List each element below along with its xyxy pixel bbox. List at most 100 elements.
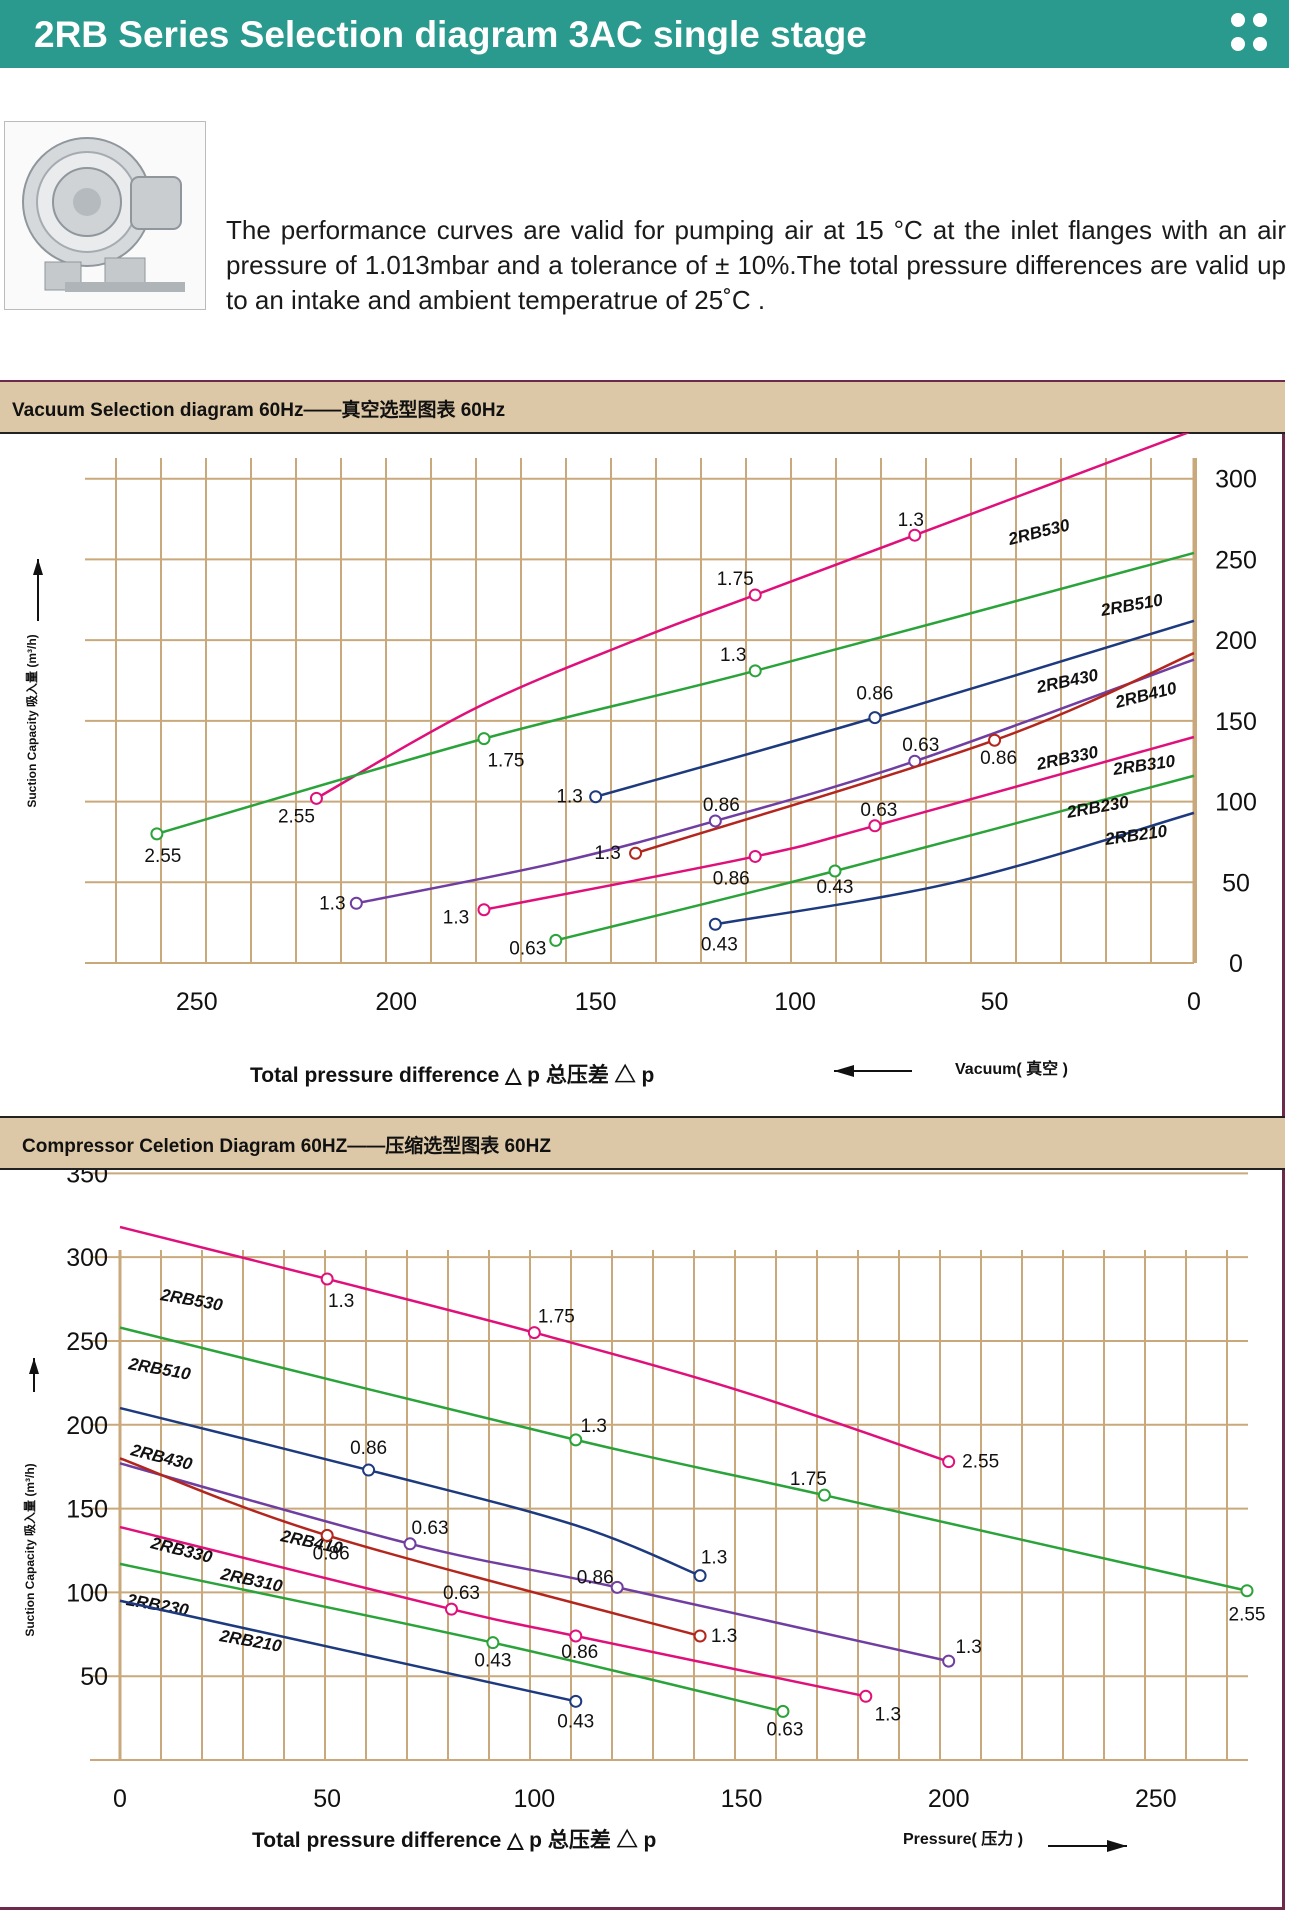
data-point-marker	[776, 1704, 790, 1718]
data-point-label: 0.43	[474, 1651, 511, 1672]
data-point-label: 1.3	[898, 510, 924, 531]
x-tick-label: 250	[1135, 1785, 1177, 1813]
data-point-label: 1.3	[594, 843, 620, 864]
data-point-label: 0.86	[856, 684, 893, 705]
vacuum-band: Vacuum Selection diagram 60Hz——真空选型图表 60…	[0, 382, 1285, 434]
data-point-marker	[362, 1463, 376, 1477]
x-tick-label: 50	[313, 1785, 341, 1813]
data-point-label: 1.75	[790, 1469, 827, 1490]
data-point-label: 1.3	[875, 1704, 901, 1725]
data-point-label: 1.3	[556, 787, 582, 808]
y-tick-label: 150	[1215, 708, 1257, 736]
series-line-2rb210	[119, 1599, 577, 1703]
data-point-marker	[486, 1636, 500, 1650]
data-point-marker	[569, 1629, 583, 1643]
data-point-label: 0.63	[443, 1583, 480, 1604]
compressor-band: Compressor Celetion Diagram 60HZ——压缩选型图表…	[0, 1116, 1285, 1170]
data-point-marker	[610, 1580, 624, 1594]
x-tick-label: 100	[513, 1785, 555, 1813]
data-point-marker	[748, 588, 762, 602]
data-point-label: 0.63	[902, 735, 939, 756]
series-name-label: 2RB210	[217, 1626, 283, 1656]
data-point-label: 0.63	[509, 938, 546, 959]
data-point-marker	[693, 1569, 707, 1583]
data-point-label: 0.43	[817, 877, 854, 898]
x-tick-label: 0	[1187, 988, 1201, 1016]
series-line-2rb510	[156, 551, 1195, 836]
data-point-label: 0.86	[561, 1642, 598, 1663]
data-point-marker	[693, 1629, 707, 1643]
y-tick-label: 250	[66, 1328, 108, 1356]
data-point-label: 0.86	[980, 748, 1017, 769]
vacuum-band-title: Vacuum Selection diagram 60Hz——真空选型图表 60…	[12, 400, 506, 421]
y-tick-label: 0	[1229, 950, 1243, 978]
series-name-label: 2RB430	[1034, 665, 1100, 697]
series-name-label: 2RB210	[1103, 821, 1169, 849]
data-point-marker	[589, 790, 603, 804]
data-point-label: 0.86	[350, 1438, 387, 1459]
data-point-label: 0.43	[701, 934, 738, 955]
compressor-band-title: Compressor Celetion Diagram 60HZ——压缩选型图表…	[22, 1136, 551, 1157]
data-point-label: 0.86	[703, 795, 740, 816]
series-line-2rb430	[119, 1406, 701, 1577]
data-point-marker	[748, 664, 762, 678]
series-line-2rb330	[119, 1457, 701, 1638]
data-point-label: 2.55	[144, 846, 181, 867]
blower-product-photo	[4, 121, 206, 310]
data-point-label: 0.63	[412, 1518, 449, 1539]
data-point-marker	[817, 1488, 831, 1502]
page-title: 2RB Series Selection diagram 3AC single …	[34, 14, 867, 55]
y-tick-label: 100	[66, 1579, 108, 1607]
series-line-2rb210	[715, 811, 1195, 926]
series-line-2rb430	[595, 619, 1195, 798]
data-point-marker	[309, 791, 323, 805]
data-point-marker	[859, 1689, 873, 1703]
data-point-label: 1.3	[720, 645, 746, 666]
series-line-2rb530	[315, 433, 1191, 800]
data-point-marker	[748, 849, 762, 863]
data-point-label: 1.75	[538, 1307, 575, 1328]
data-point-marker	[942, 1654, 956, 1668]
data-point-label: 2.55	[1229, 1605, 1266, 1626]
series-name-label: 2RB310	[1111, 751, 1177, 779]
data-point-marker	[988, 733, 1002, 747]
series-line-2rb530	[119, 1225, 950, 1463]
series-line-2rb310	[483, 735, 1195, 911]
series-name-label: 2RB530	[158, 1285, 224, 1315]
y-tick-label: 100	[1215, 789, 1257, 817]
y-tick-label: 150	[66, 1496, 108, 1524]
grid	[85, 458, 1197, 964]
series-line-2rb410	[119, 1462, 949, 1663]
x-axis-title: Total pressure difference △ p 总压差 △ p	[250, 1063, 654, 1087]
series-name-label: 2RB330	[1034, 742, 1100, 774]
arrow-head-icon	[1107, 1840, 1127, 1852]
data-point-marker	[150, 827, 164, 841]
data-point-label: 1.75	[487, 751, 524, 772]
data-point-marker	[444, 1602, 458, 1616]
y-tick-label: 50	[1222, 869, 1250, 897]
data-point-marker	[403, 1537, 417, 1551]
data-point-marker	[1240, 1584, 1254, 1598]
y-tick-label: 300	[66, 1244, 108, 1272]
x-tick-label: 150	[721, 1785, 763, 1813]
series-line-2rb310	[119, 1525, 867, 1698]
data-point-marker	[868, 711, 882, 725]
data-point-label: 0.86	[713, 868, 750, 889]
series-line-2rb330	[635, 651, 1195, 855]
data-point-label: 0.86	[577, 1567, 614, 1588]
data-point-label: 1.3	[581, 1416, 607, 1437]
series-name-label: 2RB230	[1064, 792, 1130, 822]
data-point-label: 1.3	[443, 908, 469, 929]
series-line-2rb230	[555, 774, 1195, 942]
x-axis-title: Total pressure difference △ p 总压差 △ p	[252, 1828, 656, 1852]
data-point-label: 2.55	[962, 1452, 999, 1473]
data-point-marker	[320, 1272, 334, 1286]
performance-description: The performance curves are valid for pum…	[226, 215, 1286, 315]
series-name-label: 2RB330	[148, 1533, 215, 1567]
direction-label: Vacuum( 真空 )	[955, 1059, 1068, 1078]
data-point-marker	[477, 732, 491, 746]
series-line-2rb510	[119, 1326, 1248, 1592]
data-point-marker	[908, 528, 922, 542]
data-point-label: 1.3	[319, 893, 345, 914]
data-point-marker	[708, 814, 722, 828]
